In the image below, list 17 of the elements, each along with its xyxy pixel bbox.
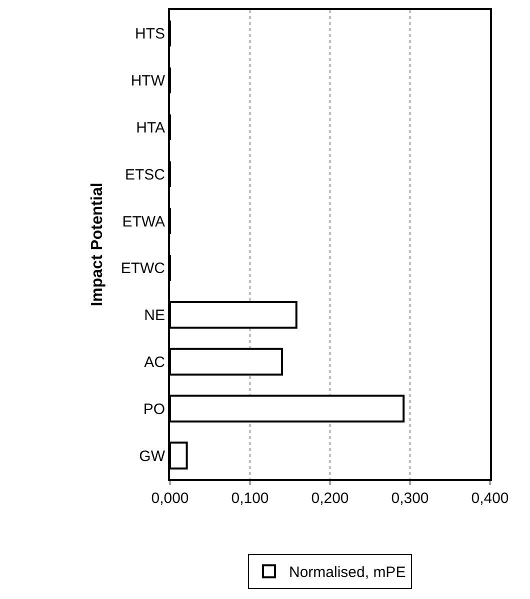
x-tick-label: 0,300 (391, 490, 429, 507)
y-tick-label: ETWA (122, 213, 165, 230)
x-tick-label: 0,100 (231, 490, 269, 507)
y-tick-label: GW (139, 448, 166, 465)
y-tick-label: ETSC (124, 166, 166, 184)
x-tick-label: 0,200 (311, 490, 349, 507)
y-tick-label: ETWC (120, 260, 166, 278)
y-tick-label: PO (143, 400, 165, 418)
y-tick-label: AC (144, 354, 166, 371)
y-tick-label: HTW (130, 72, 166, 90)
y-tick-label: NE (144, 307, 165, 324)
x-tick-label: 0,000 (151, 490, 189, 507)
y-axis-title: Impact Potential (89, 182, 106, 306)
legend-label: Normalised, mPE (289, 564, 406, 582)
y-tick-label: HTS (135, 26, 165, 43)
y-tick-label: HTA (136, 120, 165, 136)
x-tick-label: 0,400 (471, 490, 509, 507)
